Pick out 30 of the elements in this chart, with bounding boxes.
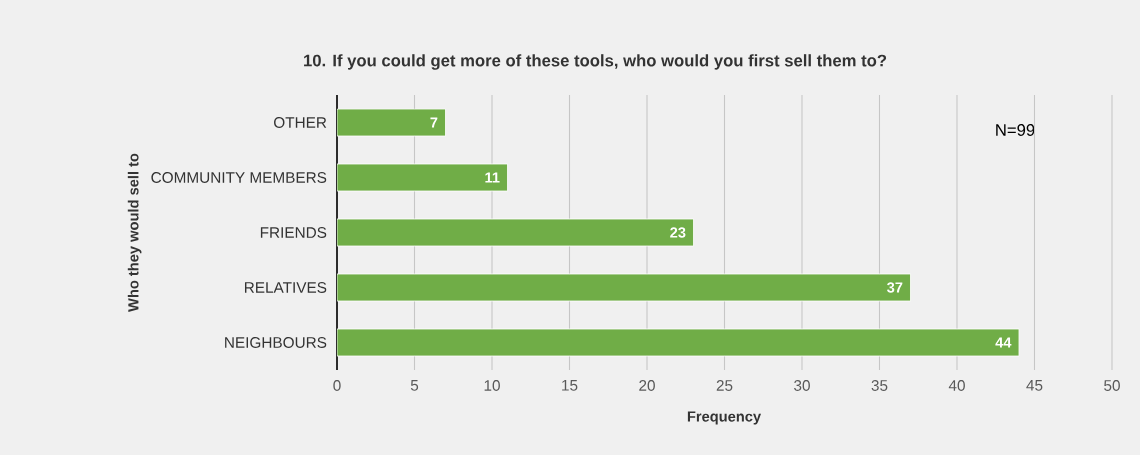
x-tick-label: 5 [410, 380, 419, 391]
x-tick-label: 25 [716, 380, 733, 391]
bar [337, 108, 446, 137]
x-tick-label: 40 [948, 380, 965, 391]
data-label: 37 [887, 282, 903, 293]
x-tick-label: 15 [562, 380, 578, 391]
x-tick-label: 20 [639, 380, 655, 391]
y-axis-title: Who they would sell to [127, 153, 142, 312]
data-label: 44 [995, 337, 1012, 348]
x-tick-label: 35 [871, 380, 888, 391]
y-tick-label: NEIGHBOURS [225, 337, 327, 348]
data-label: 11 [485, 172, 500, 183]
chart-title: 10. If you could get more of these tools, who would you first sell them to? [304, 54, 887, 70]
bar [337, 218, 694, 247]
y-tick-label: RELATIVES [244, 282, 327, 293]
bar [337, 163, 508, 192]
x-tick-label: 45 [1026, 380, 1043, 391]
x-axis-title: Frequency [687, 411, 761, 425]
x-tick-label: 30 [794, 380, 810, 391]
y-tick-label: OTHER [274, 117, 327, 128]
annotation: N=99 [996, 124, 1035, 136]
y-tick-label: COMMUNITY MEMBERS [151, 172, 327, 183]
x-tick-label: 0 [333, 380, 341, 391]
bar [337, 328, 1020, 357]
x-tick-label: 50 [1104, 380, 1120, 391]
x-tick-label: 10 [484, 380, 500, 391]
data-label: 7 [430, 117, 438, 128]
data-label: 23 [670, 227, 686, 238]
y-tick-label: FRIENDS [260, 227, 327, 238]
bar [337, 273, 911, 302]
